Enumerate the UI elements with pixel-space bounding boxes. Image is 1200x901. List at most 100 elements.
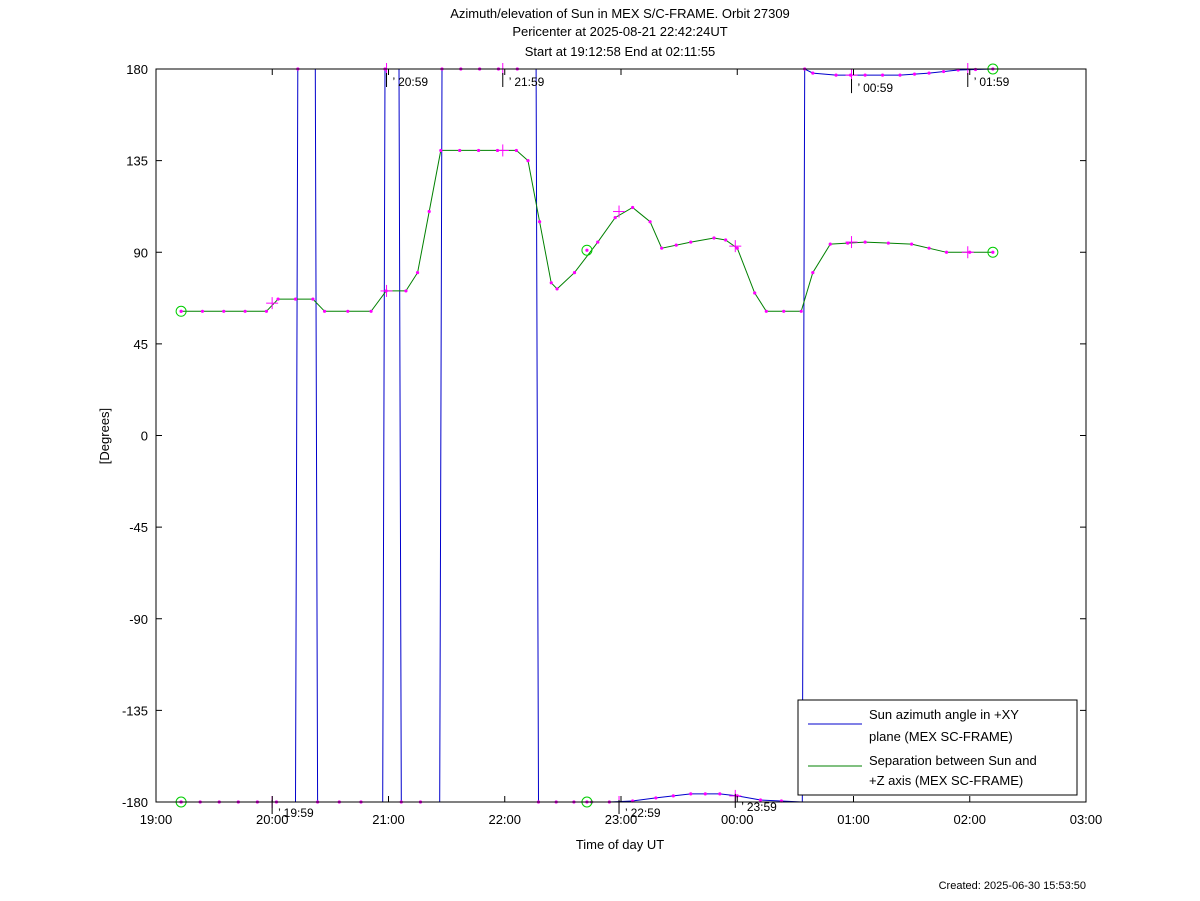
chart-title-line-2: Pericenter at 2025-08-21 22:42:24UT (512, 24, 727, 39)
y-tick-label: 180 (126, 62, 148, 77)
y-tick-label: -180 (122, 795, 148, 810)
data-point-dot (703, 792, 707, 796)
data-point-dot (880, 73, 885, 77)
data-point-dot (927, 246, 931, 250)
x-tick-label: 23:00 (605, 812, 638, 827)
y-tick-label: -90 (129, 612, 148, 627)
hour-label: ’ 23:59 (741, 800, 777, 814)
y-tick-label: -135 (122, 703, 148, 718)
endpoint-dot (991, 250, 995, 254)
data-point-dot (660, 246, 664, 250)
data-point-dot (811, 71, 815, 75)
axes-layer: 19:00 20:00 21:00 22:00 23:00 00:00 01:00 02:00… (122, 62, 1102, 827)
data-point-dot (549, 281, 553, 285)
endpoint-circle-marker (175, 305, 187, 317)
chart-title-line-3: Start at 19:12:58 End at 02:11:55 (525, 44, 716, 59)
data-point-dot (811, 271, 815, 275)
data-point-dot (538, 220, 542, 224)
x-tick-label: 00:00 (721, 812, 754, 827)
x-axis-label: Time of day UT (576, 837, 664, 852)
legend-box (797, 699, 1078, 796)
hour-label: ’ 21:59 (509, 75, 545, 89)
data-point-dot (654, 796, 658, 800)
data-point-dot (243, 309, 247, 313)
data-point-dot (910, 242, 914, 246)
data-point-dot (631, 205, 635, 210)
data-point-dot (427, 209, 431, 214)
hour-label: ’ 01:59 (974, 75, 1010, 89)
y-tick-label: 90 (134, 245, 148, 260)
legend-label-azimuth-line-1: Sun azimuth angle in +XY (869, 707, 1019, 722)
x-tick-label: 01:00 (837, 812, 870, 827)
data-point-dot (689, 240, 693, 244)
hour-label: ’ 22:59 (625, 806, 661, 820)
x-tick-label: 21:00 (372, 812, 405, 827)
data-point-dot (863, 240, 867, 244)
y-tick-label: 45 (134, 337, 148, 352)
created-timestamp: Created: 2025-06-30 15:53:50 (939, 880, 1086, 892)
data-point-dot (596, 240, 600, 244)
data-point-dot (458, 148, 462, 153)
data-point-dot (526, 159, 530, 163)
data-point-dot (311, 297, 315, 301)
data-point-dot (834, 73, 838, 77)
data-point-dot (293, 297, 298, 301)
data-point-dot (404, 289, 408, 293)
hour-label: ’ 00:59 (858, 81, 894, 95)
data-point-dot (439, 148, 443, 153)
data-point-dot (671, 794, 675, 798)
x-tick-label: 20:00 (256, 812, 289, 827)
endpoint-dot (179, 309, 183, 313)
series-line-1 (181, 149, 993, 312)
legend-label-azimuth-line-2: plane (MEX SC-FRAME) (869, 729, 1013, 744)
data-point-dot (572, 271, 577, 275)
data-point-dot (718, 792, 722, 796)
marker-layer: ’ 19:59 ’ 20:59 ’ 21:59 ’ 22:59 ’ 23:59 ’ 00:… (175, 63, 1010, 820)
series-layer (181, 68, 993, 803)
data-point-dot (689, 792, 693, 796)
hour-label: ’ 19:59 (278, 806, 314, 820)
hour-label: ’ 20:59 (393, 75, 429, 89)
data-point-dot (674, 243, 678, 247)
data-point-dot (764, 309, 768, 313)
legend: Sun azimuth angle in +XY plane (MEX SC-F… (797, 699, 1078, 796)
data-point-dot (724, 238, 728, 242)
data-point-dot (369, 309, 373, 313)
y-tick-label: 0 (141, 429, 148, 444)
data-point-dot (264, 309, 269, 313)
x-tick-label: 22:00 (488, 812, 521, 827)
data-point-dot (886, 241, 890, 245)
data-point-dot (927, 71, 931, 75)
x-tick-label: 19:00 (140, 812, 173, 827)
data-point-dot (712, 236, 716, 240)
data-point-dot (200, 309, 205, 313)
data-point-dot (322, 309, 327, 313)
data-point-dot (973, 67, 978, 72)
y-axis-label: [Degrees] (97, 408, 112, 464)
data-point-dot (555, 287, 559, 291)
x-tick-label: 03:00 (1070, 812, 1103, 827)
data-point-dot (941, 69, 946, 74)
series-line-0 (181, 68, 993, 803)
y-tick-label: -45 (129, 520, 148, 535)
endpoint-dot (585, 248, 589, 252)
x-tick-label: 02:00 (953, 812, 986, 827)
chart-title-line-1: Azimuth/elevation of Sun in MEX S/C-FRAM… (450, 6, 790, 21)
data-point-dot (276, 297, 280, 301)
data-point-dot (898, 73, 902, 77)
data-point-dot (782, 309, 786, 313)
endpoint-circle-marker (581, 244, 593, 256)
data-point-dot (753, 291, 757, 295)
y-tick-label: 135 (126, 154, 148, 169)
data-point-dot (476, 148, 481, 153)
data-point-dot (863, 73, 867, 77)
data-point-dot (912, 72, 917, 76)
endpoint-circle-marker (987, 246, 999, 258)
data-point-dot (648, 220, 652, 224)
data-point-dot (944, 250, 949, 254)
data-point-dot (828, 242, 832, 246)
data-point-dot (735, 246, 739, 250)
data-point-dot (799, 309, 803, 313)
data-point-dot (613, 216, 617, 220)
